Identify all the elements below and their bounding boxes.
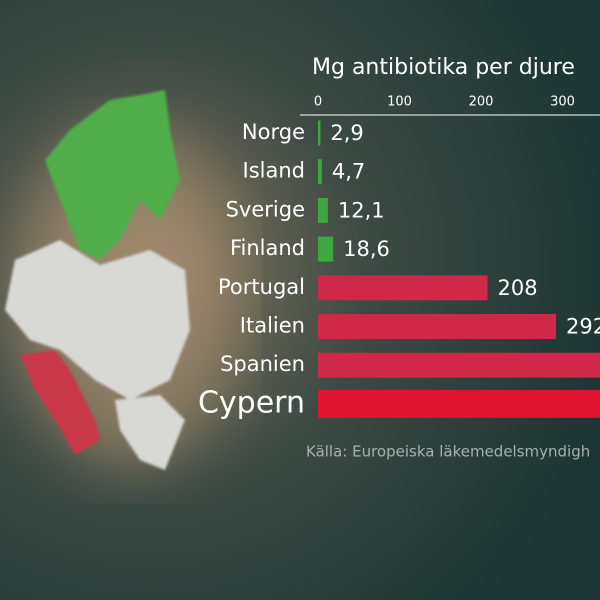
bar [318, 236, 334, 262]
x-tick-label: 200 [469, 95, 494, 110]
value-label: 18,6 [343, 237, 390, 261]
category-label: Italien [240, 314, 305, 338]
x-tick-label: 0 [314, 95, 322, 110]
category-label: Sverige [226, 197, 305, 221]
value-label: 208 [498, 276, 538, 300]
bar [318, 120, 321, 146]
category-label: Portugal [218, 275, 305, 299]
bar [318, 352, 600, 378]
chart-title: Mg antibiotika per djure [312, 55, 575, 80]
category-label: Spanien [220, 352, 305, 376]
value-label: 2,9 [330, 121, 363, 145]
value-label: 4,7 [332, 160, 365, 184]
category-label: Island [243, 159, 305, 183]
value-label: 12,1 [338, 198, 385, 222]
bar [318, 159, 322, 185]
bar [318, 197, 328, 223]
bar [318, 389, 600, 418]
bar [318, 314, 556, 339]
map [5, 90, 190, 470]
x-tick-label: 300 [550, 95, 575, 110]
bar [318, 275, 488, 301]
category-label: Norge [242, 120, 305, 144]
category-label: Cypern [198, 385, 305, 420]
source: Källa: Europeiska läkemedelsmyndigh [306, 443, 590, 461]
category-label: Finland [230, 236, 305, 260]
x-tick-label: 100 [387, 95, 412, 110]
value-label: 292 [566, 315, 600, 339]
